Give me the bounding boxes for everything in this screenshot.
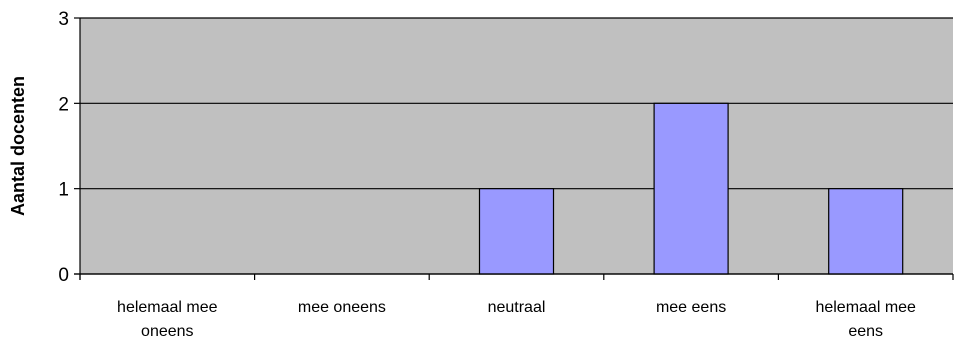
y-tick-label: 3 <box>58 9 69 30</box>
x-tick-label-line: eens <box>848 323 883 340</box>
bar <box>478 188 555 275</box>
x-tick-label: neutraal <box>488 299 546 316</box>
x-tick-label-line: mee oneens <box>298 299 386 316</box>
y-tick-label: 2 <box>58 94 69 115</box>
x-labels: helemaal mee oneens mee oneens neutraal mee … <box>117 299 916 340</box>
bar <box>653 102 729 275</box>
y-axis-label: Aantal docenten <box>8 76 28 216</box>
y-tick-label: 0 <box>58 265 69 286</box>
y-tick-label: 1 <box>58 180 69 201</box>
x-tick-label-line: neutraal <box>488 299 546 316</box>
x-tick-label-line: oneens <box>141 323 194 340</box>
x-tick-label: mee oneens <box>298 299 386 316</box>
x-tick-label-line: mee eens <box>656 299 726 316</box>
x-tick-label: helemaal mee oneens <box>117 299 218 340</box>
x-tick-label: helemaal mee eens <box>815 299 916 340</box>
y-ticks: 0 1 2 3 <box>58 9 80 286</box>
bar <box>828 188 904 275</box>
x-ticks <box>79 274 954 280</box>
x-tick-label-line: helemaal mee <box>815 299 916 316</box>
x-tick-label: mee eens <box>656 299 726 316</box>
x-tick-label-line: helemaal mee <box>117 299 218 316</box>
